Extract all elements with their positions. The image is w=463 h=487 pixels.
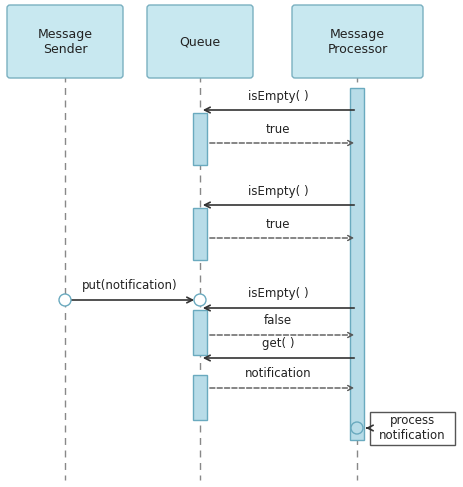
Bar [193, 208, 206, 260]
Bar [193, 310, 206, 355]
Text: process
notification: process notification [378, 414, 445, 443]
FancyBboxPatch shape [291, 5, 422, 78]
Text: true: true [265, 123, 290, 136]
Circle shape [59, 294, 71, 306]
Text: isEmpty( ): isEmpty( ) [247, 287, 307, 300]
Circle shape [194, 294, 206, 306]
Circle shape [350, 422, 362, 434]
FancyBboxPatch shape [7, 5, 123, 78]
Text: false: false [263, 314, 291, 327]
Text: Queue: Queue [179, 35, 220, 48]
Bar [369, 412, 454, 445]
Text: put(notification): put(notification) [82, 279, 177, 292]
Text: Message
Processor: Message Processor [327, 27, 387, 56]
Text: true: true [265, 218, 290, 231]
Text: get( ): get( ) [261, 337, 294, 350]
Text: notification: notification [244, 367, 311, 380]
Text: Message
Sender: Message Sender [38, 27, 92, 56]
Text: isEmpty( ): isEmpty( ) [247, 185, 307, 198]
Bar [193, 113, 206, 165]
FancyBboxPatch shape [147, 5, 252, 78]
Bar [349, 88, 363, 440]
Text: isEmpty( ): isEmpty( ) [247, 90, 307, 103]
Bar [193, 375, 206, 420]
